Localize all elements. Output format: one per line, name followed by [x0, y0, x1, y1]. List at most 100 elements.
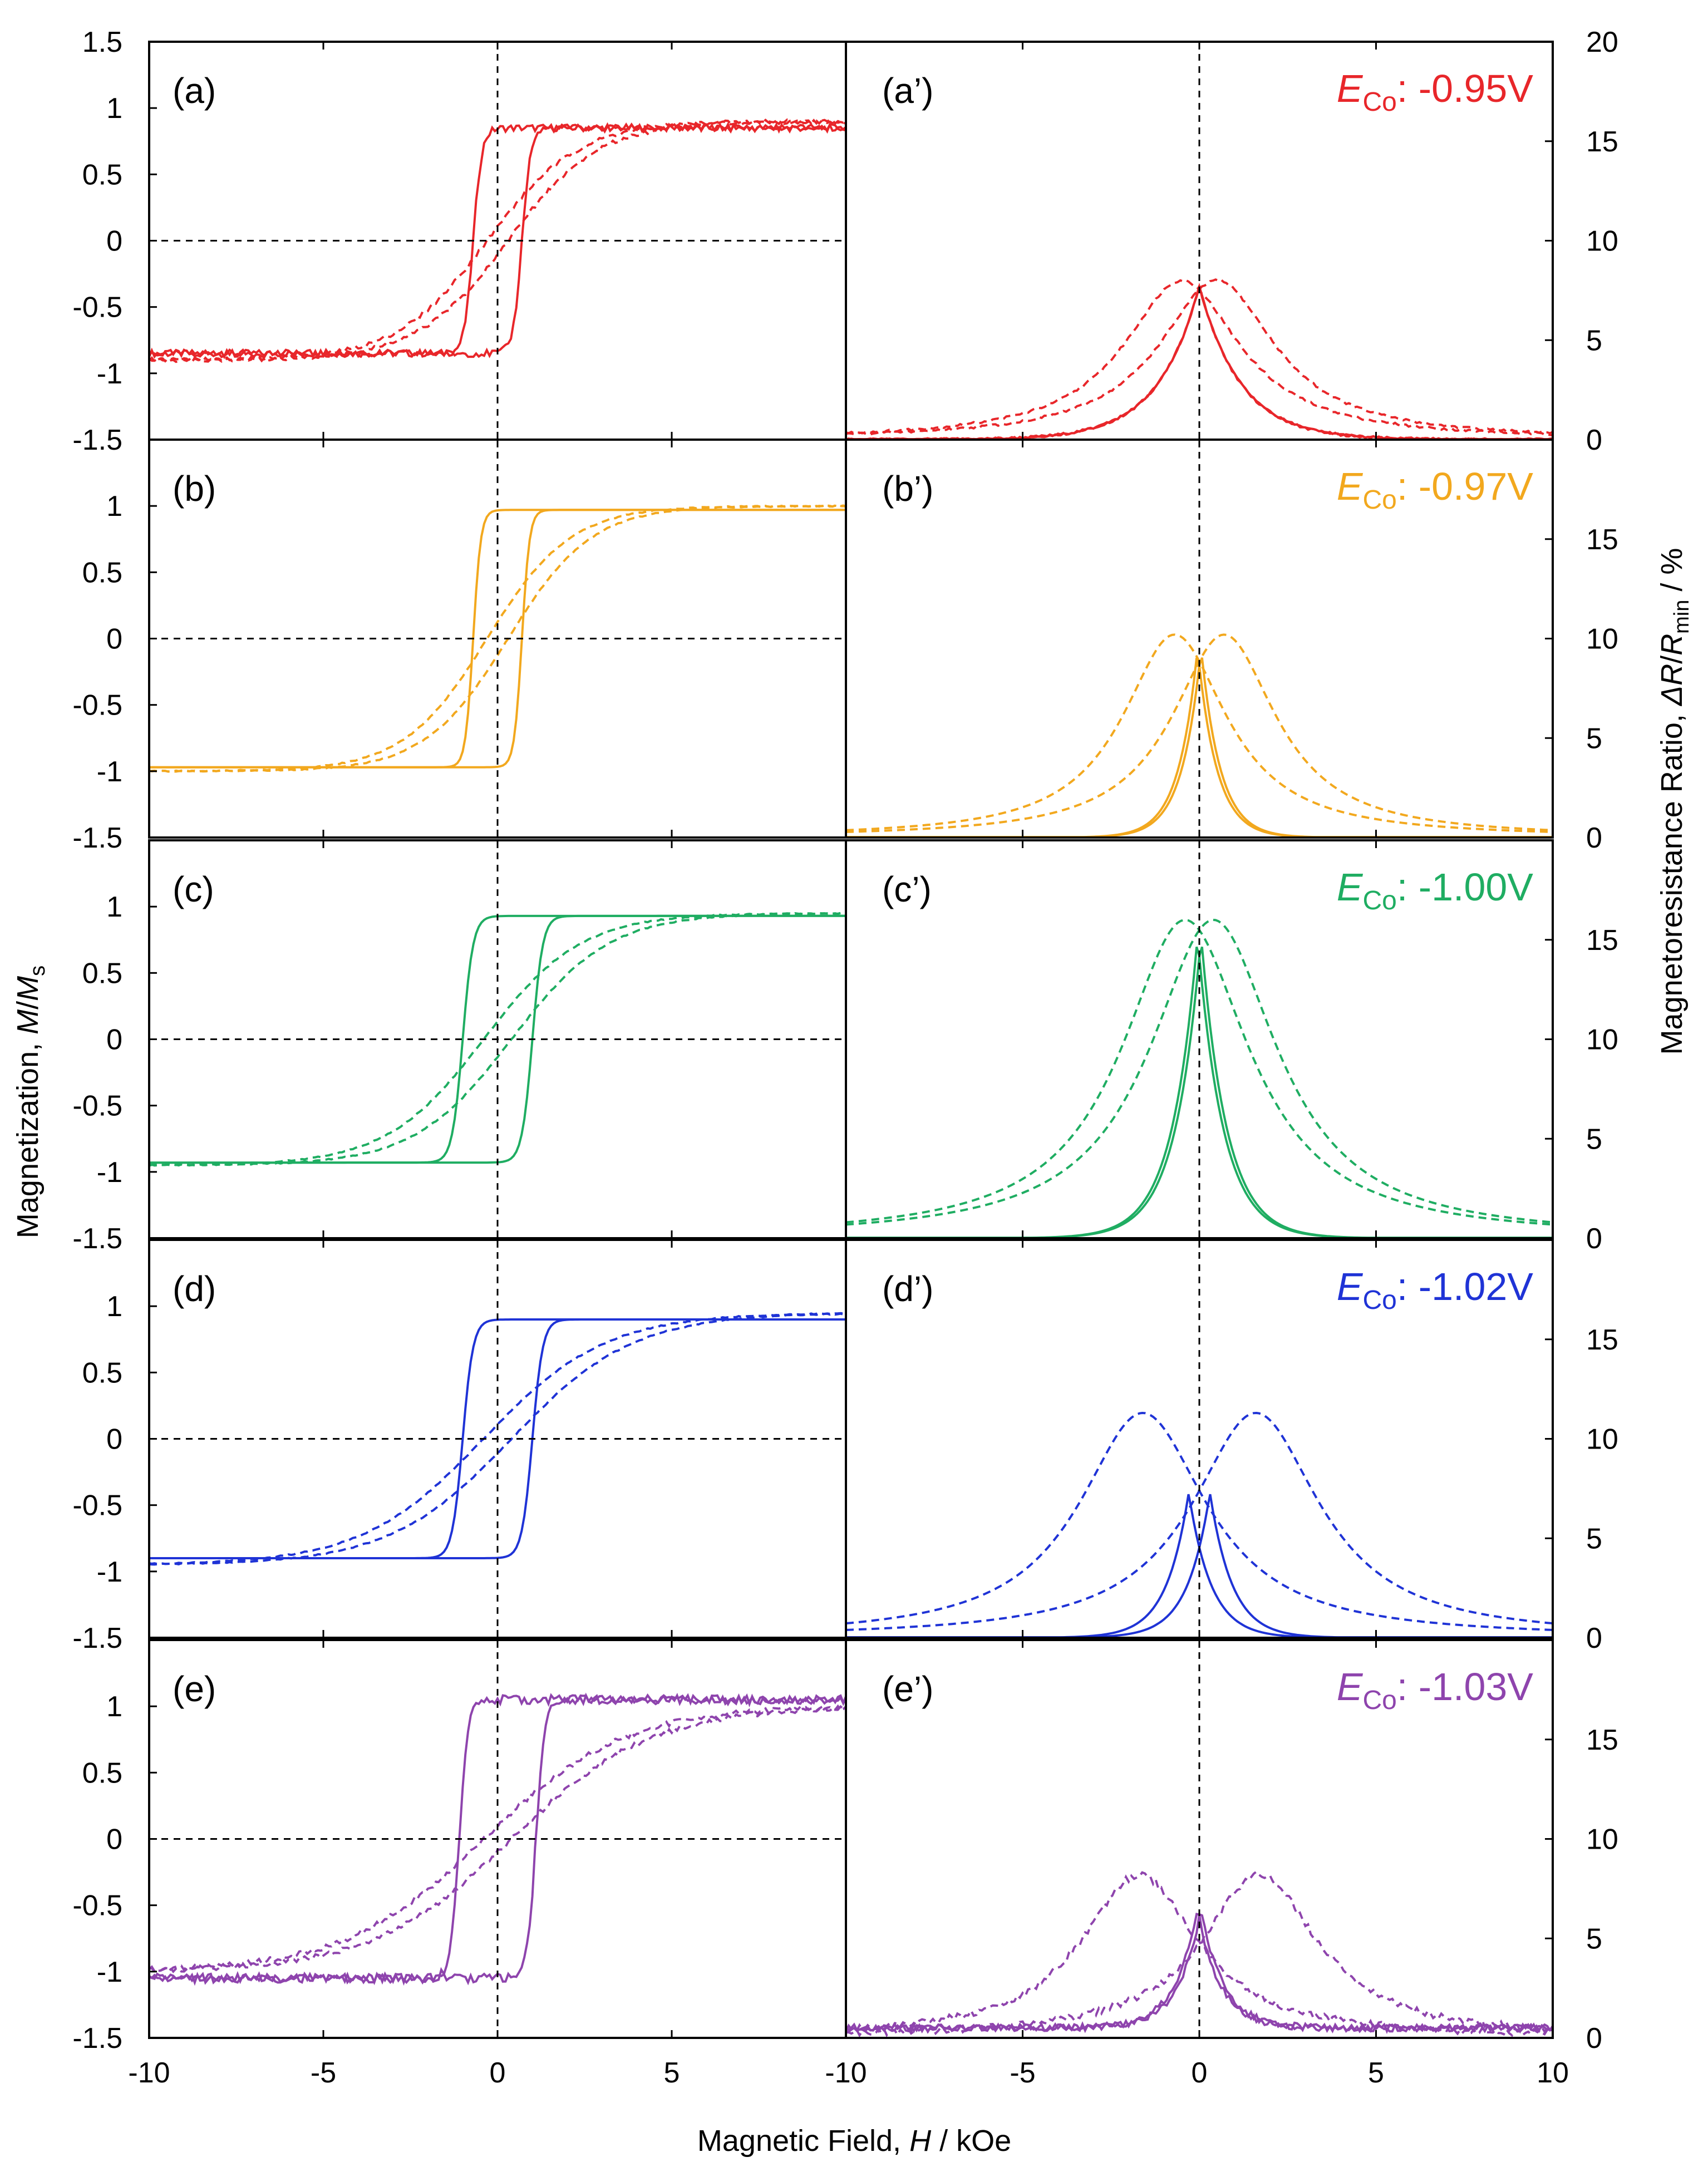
left-ytick-label: 1 [106, 1291, 122, 1323]
left-y-axis-label-part: Magnetization, [11, 1035, 45, 1238]
eco-subscript: Co [1363, 1286, 1397, 1315]
left-ytick-label: 0.5 [82, 556, 122, 589]
eco-value: : -1.00V [1397, 865, 1533, 909]
x-axis-label: Magnetic Field, H / kOe [697, 2124, 1011, 2158]
left-ytick-label: 1 [106, 1691, 122, 1723]
left-ytick-label: -1 [97, 358, 122, 390]
eco-potential-label: ECo: -1.00V [1337, 865, 1534, 915]
left-ytick-label: 0.5 [82, 957, 122, 989]
right-ytick-label: 5 [1586, 1523, 1602, 1555]
right-ytick-label: 5 [1586, 324, 1602, 357]
panel-label-b': (b’) [882, 469, 933, 509]
left-y-axis-label-part: s [26, 966, 50, 976]
right-y-axis-label: Magnetoresistance Ratio, ΔR/Rmin / % [1655, 548, 1694, 1055]
right-ytick-label: 5 [1586, 1923, 1602, 1955]
eco-symbol: E [1337, 865, 1364, 909]
left-ytick-label: -1 [97, 1956, 122, 1988]
eco-value: : -0.95V [1397, 67, 1533, 110]
panel-label-b: (b) [173, 469, 216, 509]
left-ytick-label: -1.5 [72, 424, 122, 456]
left-y-axis-label-part: M [11, 976, 45, 1001]
eco-symbol: E [1337, 465, 1364, 508]
right-ytick-label: 0 [1586, 822, 1602, 854]
left-ytick-label: 1 [106, 490, 122, 523]
right-ytick-label: 5 [1586, 1123, 1602, 1155]
left-xtick-label: 5 [664, 2057, 680, 2089]
left-ytick-label: 0 [106, 623, 122, 656]
right-xtick-label: -10 [825, 2057, 867, 2089]
right-xtick-label: 0 [1192, 2057, 1208, 2089]
eco-symbol: E [1337, 67, 1364, 110]
left-ytick-label: -1.5 [72, 2022, 122, 2055]
x-axis-label-part: H [909, 2124, 932, 2158]
eco-value: : -0.97V [1397, 465, 1533, 508]
left-ytick-label: 0.5 [82, 159, 122, 191]
right-ytick-label: 15 [1586, 1324, 1618, 1356]
mr-curve-e'-dashed-ascending [845, 1870, 1553, 2038]
eco-potential-label: ECo: -1.02V [1337, 1265, 1534, 1315]
mr-curve-a'-dashed-ascending [845, 278, 1553, 436]
right-ytick-label: 0 [1586, 1223, 1602, 1255]
right-xtick-label: 5 [1368, 2057, 1384, 2089]
left-ytick-label: 0.5 [82, 1357, 122, 1389]
panel-label-c: (c) [173, 869, 214, 909]
eco-subscript: Co [1363, 886, 1397, 915]
hysteresis-curve-d-dashed-descending [149, 1312, 846, 1565]
left-ytick-label: -0.5 [72, 1490, 122, 1522]
right-ytick-label: 15 [1586, 924, 1618, 957]
x-axis-label-part: Magnetic Field, [697, 2124, 909, 2158]
left-ytick-label: -1.5 [72, 1223, 122, 1255]
panel-label-c': (c’) [882, 869, 932, 909]
eco-value: : -1.02V [1397, 1265, 1533, 1308]
left-ytick-label: 0 [106, 225, 122, 258]
left-ytick-label: 0 [106, 1824, 122, 1856]
eco-potential-label: ECo: -0.97V [1337, 465, 1534, 515]
mr-curve-e'-dashed-descending [845, 1871, 1554, 2037]
left-ytick-label: 1.5 [82, 26, 122, 58]
hysteresis-curve-c-dashed-ascending [149, 912, 846, 1167]
hysteresis-curve-a-dashed-ascending [148, 118, 847, 363]
panel-label-d': (d’) [882, 1269, 933, 1309]
right-y-axis-label-part: / % [1655, 548, 1689, 600]
mr-curve-c'-dashed-ascending [845, 918, 1553, 1226]
hysteresis-curve-b-solid-ascending [149, 509, 846, 769]
left-ytick-label: 0.5 [82, 1757, 122, 1789]
left-ytick-label: -0.5 [72, 292, 122, 324]
right-ytick-label: 10 [1586, 225, 1618, 258]
left-y-axis-label-part: / [11, 1001, 45, 1009]
left-xtick-label: 0 [490, 2057, 506, 2089]
left-ytick-label: -0.5 [72, 1890, 122, 1922]
right-ytick-label: 15 [1586, 1724, 1618, 1756]
right-y-axis-label-part: Magnetoresistance Ratio, [1655, 706, 1689, 1055]
eco-symbol: E [1337, 1665, 1364, 1708]
left-ytick-label: -1 [97, 756, 122, 788]
eco-subscript: Co [1363, 87, 1397, 117]
right-ytick-label: 10 [1586, 1024, 1618, 1056]
left-xtick-label: -5 [311, 2057, 336, 2089]
right-y-axis-label-part: ΔR [1655, 664, 1689, 707]
eco-value: : -1.03V [1397, 1665, 1533, 1708]
right-ytick-label: 0 [1586, 2022, 1602, 2055]
right-ytick-label: 0 [1586, 1622, 1602, 1654]
hysteresis-curve-d-dashed-ascending [149, 1312, 846, 1566]
eco-potential-label: ECo: -0.95V [1337, 67, 1534, 117]
right-y-axis-label-part: min [1670, 600, 1694, 634]
left-ytick-label: 0 [106, 1024, 122, 1056]
eco-subscript: Co [1363, 485, 1397, 515]
right-ytick-label: 10 [1586, 623, 1618, 656]
right-ytick-label: 5 [1586, 722, 1602, 755]
left-y-axis-label-part: M [11, 1009, 45, 1035]
left-ytick-label: -1 [97, 1556, 122, 1588]
panel-label-a: (a) [173, 71, 216, 111]
left-ytick-label: -1 [97, 1156, 122, 1189]
eco-subscript: Co [1363, 1686, 1397, 1715]
left-ytick-label: -1.5 [72, 1622, 122, 1654]
right-ytick-label: 15 [1586, 524, 1618, 556]
right-ytick-label: 20 [1586, 26, 1618, 58]
right-ytick-label: 0 [1586, 424, 1602, 456]
left-ytick-label: -0.5 [72, 690, 122, 722]
left-ytick-label: -1.5 [72, 822, 122, 854]
curves-layer [148, 118, 1554, 2038]
